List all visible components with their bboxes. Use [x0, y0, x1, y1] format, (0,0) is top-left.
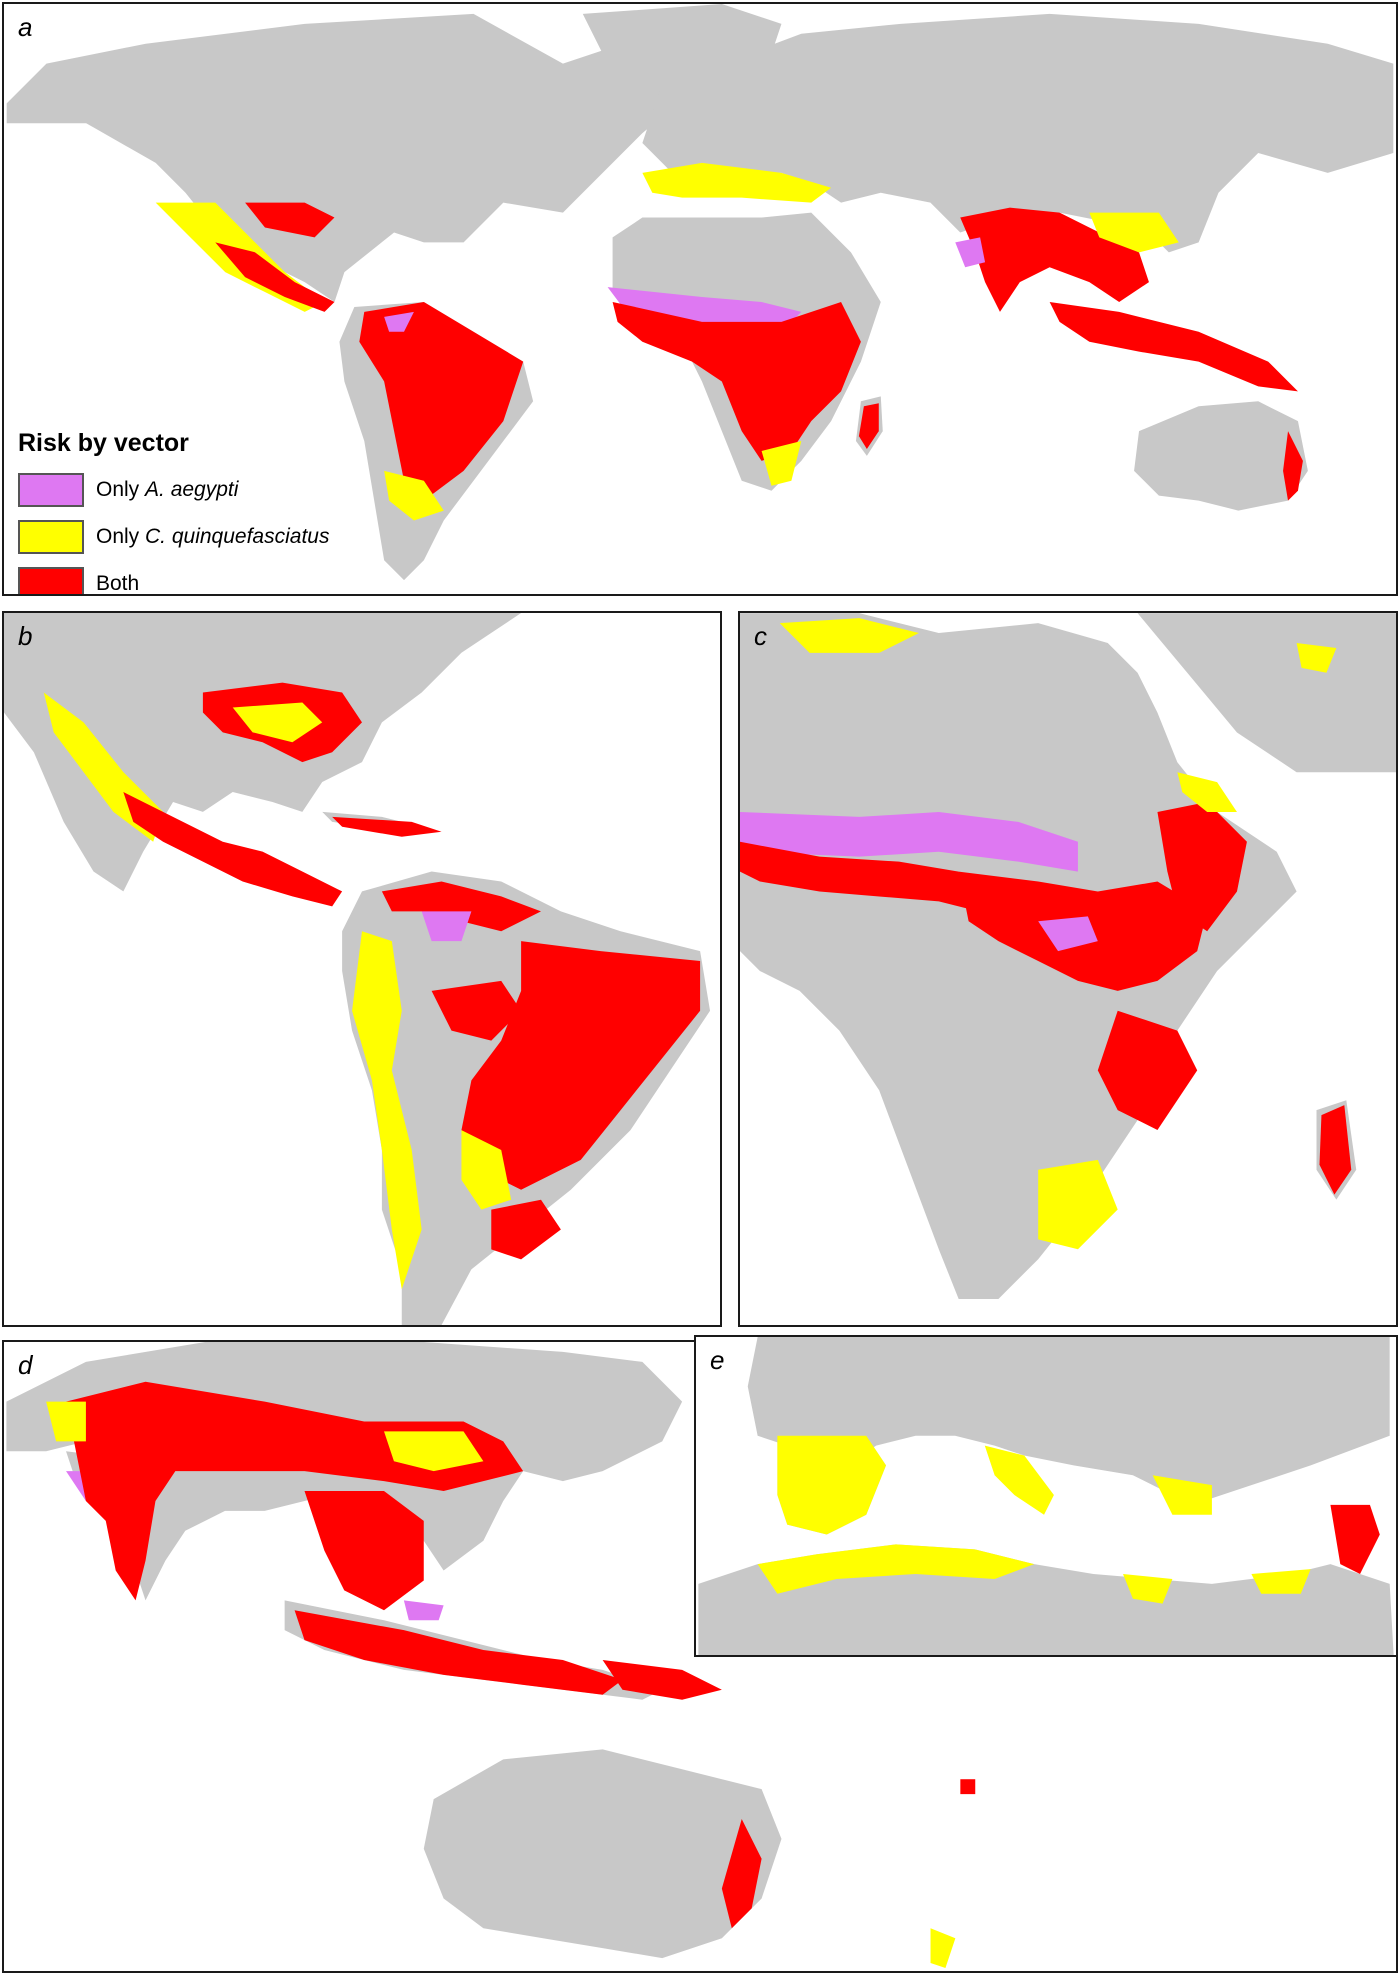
risk-zone-congo-purple: [1038, 916, 1098, 952]
panel-b-americas-map: b: [2, 611, 722, 1327]
panel-a-world-map: a Risk by vector: [2, 2, 1398, 596]
risk-zone-arabia-yellow: [1296, 642, 1337, 673]
risk-zone-africa-red: [612, 301, 861, 461]
legend-prefix: Only: [96, 524, 146, 548]
legend-species: C. quinquefasciatus: [145, 524, 330, 548]
risk-zone-east-africa-red: [1157, 802, 1247, 932]
risk-zone-north-africa-yellow: [757, 1544, 1035, 1594]
risk-zone-southeast-us-red: [245, 202, 335, 238]
risk-zone-west-africa-red: [740, 841, 979, 912]
risk-zone-india-purple: [955, 237, 986, 268]
panel-label-c: c: [754, 621, 767, 651]
risk-zone-pakistan-yellow: [46, 1401, 86, 1442]
risk-zone-australia-east-red: [1283, 431, 1303, 501]
risk-zone-central-america-red: [215, 242, 335, 312]
risk-zone-australia-east-red: [721, 1818, 762, 1929]
legend-title: Risk by vector: [18, 429, 189, 457]
risk-zone-libya-yellow: [1123, 1574, 1173, 1604]
risk-zone-andes-yellow: [352, 931, 422, 1290]
legend-item-both: Both: [18, 560, 329, 595]
risk-zone-levant-red: [1330, 1504, 1380, 1575]
africa-map-svg: [740, 613, 1396, 1299]
risk-zone-new-guinea-red: [602, 1659, 722, 1700]
risk-zone-indonesia-red: [294, 1610, 623, 1695]
panel-e-mediterranean-map: e: [694, 1335, 1398, 1657]
legend-swatch-red: [18, 566, 84, 594]
australia-landmass: [423, 1749, 782, 1959]
risk-zone-iberia-yellow: [777, 1435, 887, 1535]
risk-zone-new-zealand-yellow: [930, 1928, 956, 1969]
risk-zone-south-america-purple: [384, 311, 414, 332]
legend-swatch-yellow: [18, 519, 84, 554]
legend-label: Only C. quinquefasciatus: [96, 525, 329, 549]
risk-zone-amazon-red: [431, 980, 522, 1041]
risk-zone-brazil-red: [461, 941, 701, 1190]
risk-zone-south-asia-red: [960, 207, 1149, 312]
risk-zone-sahel-purple: [740, 811, 1078, 872]
risk-zone-borneo-purple: [403, 1600, 444, 1621]
arabia-landmass: [1137, 613, 1396, 773]
panel-label-a: a: [18, 12, 33, 42]
risk-zone-southeast-africa-red: [1097, 1010, 1198, 1131]
africa-landmass: [740, 613, 1297, 1299]
mediterranean-map-svg: [698, 1337, 1394, 1655]
risk-zone-ethiopia-yellow: [1177, 772, 1237, 812]
risk-zone-greece-yellow: [1152, 1475, 1212, 1515]
legend-swatch-purple: [18, 472, 84, 507]
risk-zone-south-america-yellow: [384, 470, 444, 521]
risk-zone-south-america-north-red: [381, 881, 541, 932]
risk-zone-maritime-se-asia-red: [1049, 301, 1298, 392]
risk-zone-southern-africa-yellow: [1038, 1159, 1118, 1250]
risk-zone-pacific-red: [960, 1779, 976, 1795]
panel-label-b: b: [18, 621, 33, 651]
australia-landmass: [1134, 401, 1308, 511]
panel-c-africa-map: c: [738, 611, 1398, 1327]
americas-map-svg: [4, 613, 711, 1325]
risk-zone-mediterranean-yellow: [642, 162, 832, 203]
eurasia-landmass: [642, 13, 1394, 253]
asia-australia-map-svg: [6, 1342, 976, 1969]
risk-zone-italy-yellow: [984, 1445, 1054, 1515]
legend-item-only-aegypti: Only A. aegypti: [18, 466, 329, 513]
risk-zone-madagascar-red: [1319, 1105, 1352, 1195]
risk-zone-southeast-asia-red: [304, 1491, 424, 1611]
risk-zone-egypt-yellow: [1251, 1569, 1311, 1594]
legend: Risk by vector Only A. aegypti Only C. q…: [18, 429, 329, 595]
legend-prefix: Only: [96, 477, 146, 501]
risk-zone-china-yellow: [1089, 212, 1179, 253]
legend-item-only-quinquefasciatus: Only C. quinquefasciatus: [18, 513, 329, 560]
risk-zone-paraguay-yellow: [461, 1130, 512, 1210]
risk-zone-mexico-red: [123, 791, 343, 907]
risk-zone-caribbean-red: [332, 816, 442, 837]
panel-label-e: e: [710, 1345, 725, 1375]
legend-species: A. aegypti: [145, 477, 239, 501]
legend-label: Only A. aegypti: [96, 478, 238, 502]
risk-zone-south-america-red: [359, 301, 524, 501]
panel-label-d: d: [18, 1350, 33, 1380]
risk-zone-sahel-purple: [607, 287, 802, 332]
world-map-svg: [6, 4, 1394, 581]
risk-zone-southern-africa-yellow: [761, 441, 802, 486]
risk-zone-china-yellow: [384, 1431, 484, 1472]
risk-zone-us-southeast-yellow: [232, 702, 323, 743]
risk-zone-argentina-red: [491, 1199, 561, 1260]
risk-zone-north-africa-yellow: [779, 618, 919, 653]
europe-landmass: [747, 1337, 1390, 1505]
risk-zone-madagascar-red: [858, 403, 879, 449]
legend-label: Both: [96, 571, 140, 595]
north-america-landmass: [6, 13, 702, 302]
risk-zone-venezuela-purple: [421, 911, 472, 942]
